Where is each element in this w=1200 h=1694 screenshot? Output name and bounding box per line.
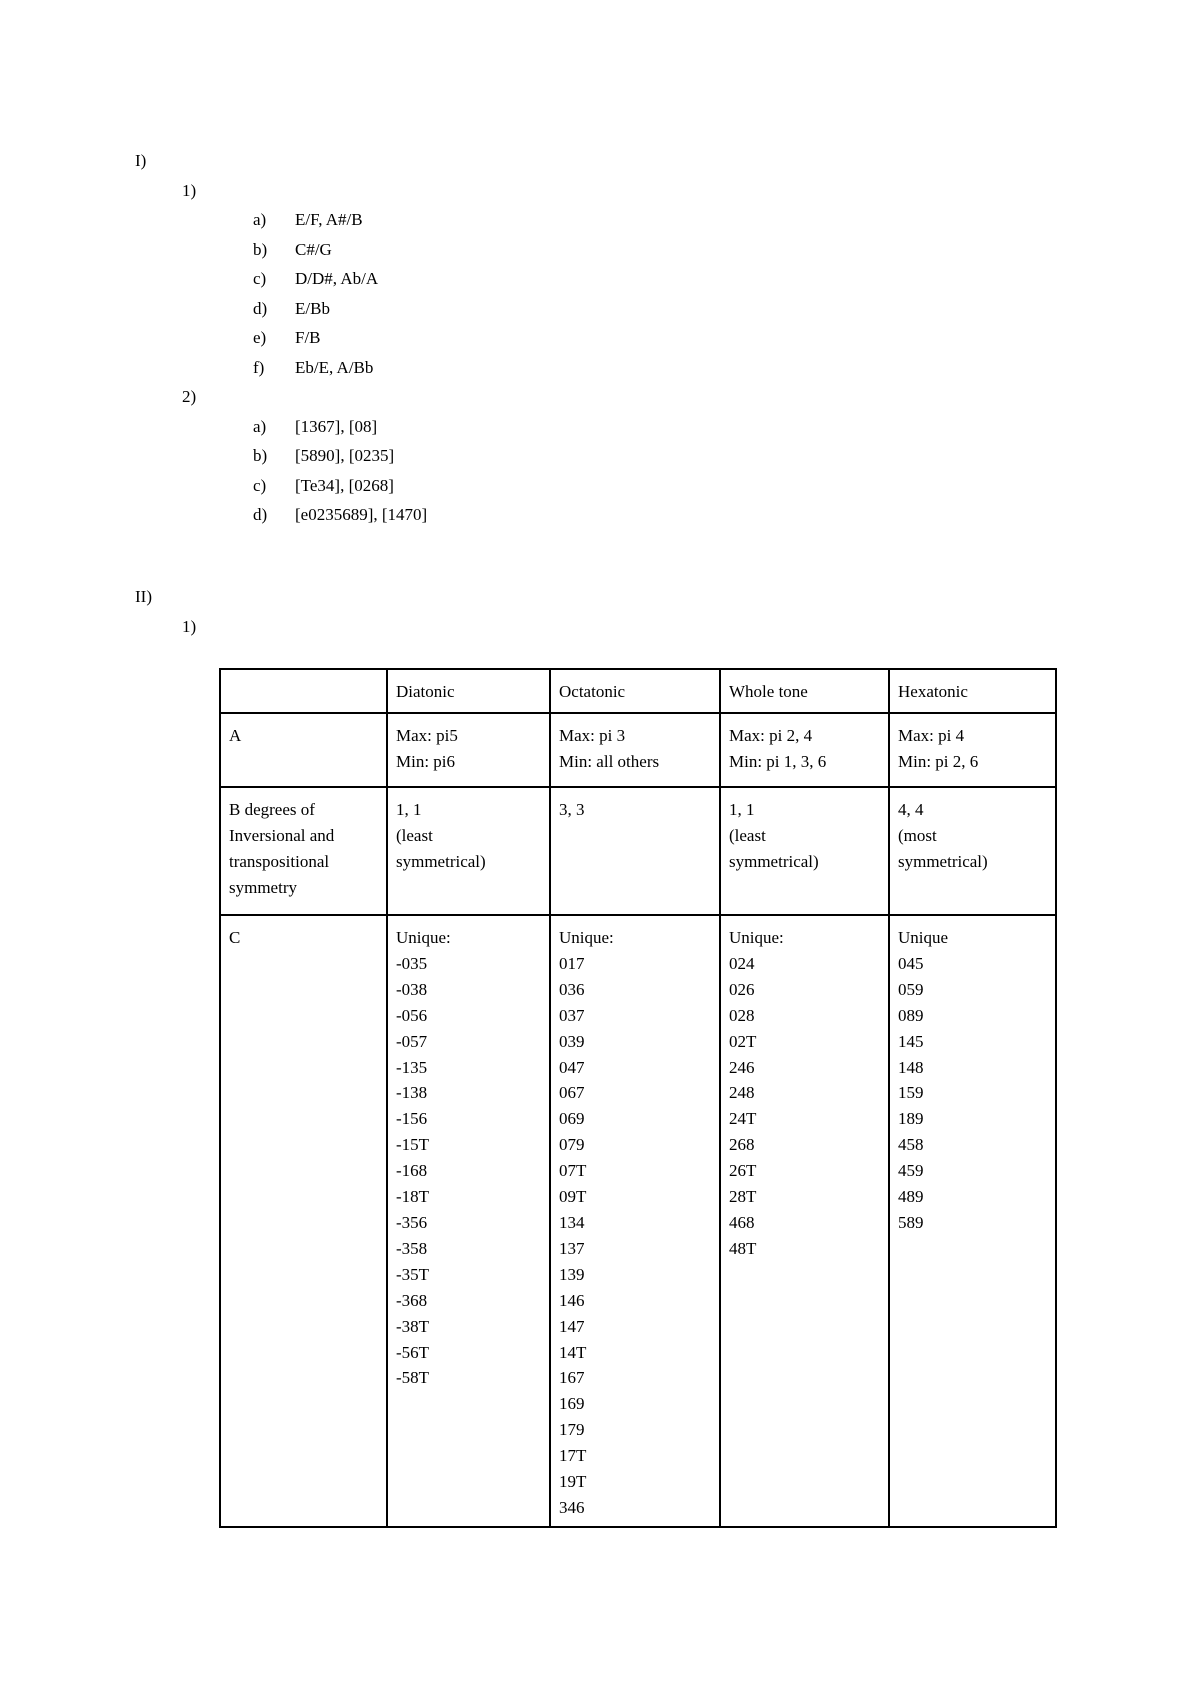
- table-body: Diatonic Octatonic Whole tone Hexatonic A Max…: [219, 668, 1057, 1528]
- list-item-marker: c): [253, 475, 267, 495]
- answer-table-wrap: Diatonic Octatonic Whole tone Hexatonic A Max…: [219, 668, 1057, 1528]
- list-item-marker: b): [253, 239, 268, 259]
- outline-label: 1): [182, 616, 197, 636]
- outline-line: b) C#/G: [135, 235, 427, 265]
- row-b-cell-diatonic: 1, 1 (least symmetrical): [386, 786, 551, 916]
- row-c-cell-whole-tone: Unique: 024 026 028 02T 246 248 24T 268 …: [719, 914, 890, 1528]
- column-header-blank: [219, 668, 388, 714]
- list-item-marker: a): [253, 210, 267, 229]
- outline-line: d) E/Bb: [135, 294, 427, 324]
- list-item-marker: a): [253, 416, 267, 436]
- list-item-text: [1367], [08]: [295, 416, 378, 436]
- outline-section-II: II) 1): [135, 582, 196, 641]
- row-b-cell-whole-tone: 1, 1 (least symmetrical): [719, 786, 890, 916]
- row-c-cell-octatonic: Unique: 017 036 037 039 047 067 069 079 …: [549, 914, 721, 1528]
- outline-line: 1): [135, 176, 427, 206]
- outline-label: 2): [182, 387, 197, 406]
- column-header-diatonic: Diatonic: [386, 668, 551, 714]
- outline-line: d) [e0235689], [1470]: [135, 500, 427, 530]
- list-item-marker: d): [253, 298, 268, 318]
- outline-label: II): [135, 587, 152, 606]
- outline-label: I): [135, 151, 147, 170]
- outline-line: c) [Te34], [0268]: [135, 471, 427, 501]
- answer-table: Diatonic Octatonic Whole tone Hexatonic A Max…: [219, 668, 1057, 1528]
- outline-line: 1): [135, 612, 196, 642]
- list-item-text: [e0235689], [1470]: [295, 505, 428, 524]
- list-item-marker: f): [253, 357, 265, 377]
- row-c-cell-diatonic: Unique: -035 -038 -056 -057 -135 -138 -1…: [386, 914, 551, 1528]
- list-item-text: E/F, A#/B: [295, 210, 363, 229]
- row-a-cell-whole-tone: Max: pi 2, 4 Min: pi 1, 3, 6: [719, 712, 890, 788]
- row-a-cell-hexatonic: Max: pi 4 Min: pi 2, 6: [888, 712, 1057, 788]
- table-row-a: A Max: pi5 Min: pi6 Max: pi 3 Min: all oth…: [219, 712, 1057, 788]
- list-item-text: F/B: [295, 328, 321, 347]
- column-header-whole-tone: Whole tone: [719, 668, 890, 714]
- table-header-row: Diatonic Octatonic Whole tone Hexatonic: [219, 668, 1057, 714]
- list-item-marker: c): [253, 269, 267, 288]
- row-c-label: C: [219, 914, 388, 1528]
- table-row-c: C Unique: -035 -038 -056 -057 -135 -138 -…: [219, 914, 1057, 1528]
- list-item-text: C#/G: [295, 239, 332, 259]
- outline-label: 1): [182, 180, 197, 200]
- outline-line: 2): [135, 382, 427, 412]
- row-a-cell-diatonic: Max: pi5 Min: pi6: [386, 712, 551, 788]
- list-item-text: E/Bb: [295, 298, 330, 318]
- outline-line: f) Eb/E, A/Bb: [135, 353, 427, 383]
- column-header-hexatonic: Hexatonic: [888, 668, 1057, 714]
- row-a-cell-octatonic: Max: pi 3 Min: all others: [549, 712, 721, 788]
- row-a-label: A: [219, 712, 388, 788]
- outline-line: e) F/B: [135, 323, 427, 353]
- table-row-b: B degrees of Inversional and transpositi…: [219, 786, 1057, 916]
- row-b-cell-octatonic: 3, 3: [549, 786, 721, 916]
- outline-line: c) D/D#, Ab/A: [135, 264, 427, 294]
- row-b-cell-hexatonic: 4, 4 (most symmetrical): [888, 786, 1057, 916]
- outline-line: II): [135, 582, 196, 612]
- list-item-text: [Te34], [0268]: [295, 475, 394, 495]
- row-c-cell-hexatonic: Unique 045 059 089 145 148 159 189 458 4…: [888, 914, 1057, 1528]
- row-b-label: B degrees of Inversional and transpositi…: [219, 786, 388, 916]
- list-item-marker: b): [253, 446, 268, 465]
- outline-section-I: I) 1) a) E/F, A#/B b) C#/G c) D/D#, Ab/A d) E/Bb e…: [135, 146, 427, 530]
- list-item-text: Eb/E, A/Bb: [295, 357, 374, 377]
- outline-line: b) [5890], [0235]: [135, 441, 427, 471]
- outline-line: a) [1367], [08]: [135, 412, 427, 442]
- list-item-marker: e): [253, 328, 267, 347]
- outline-line: a) E/F, A#/B: [135, 205, 427, 235]
- column-header-octatonic: Octatonic: [549, 668, 721, 714]
- list-item-marker: d): [253, 505, 268, 524]
- outline-line: I): [135, 146, 427, 176]
- list-item-text: [5890], [0235]: [295, 446, 395, 465]
- list-item-text: D/D#, Ab/A: [295, 269, 379, 288]
